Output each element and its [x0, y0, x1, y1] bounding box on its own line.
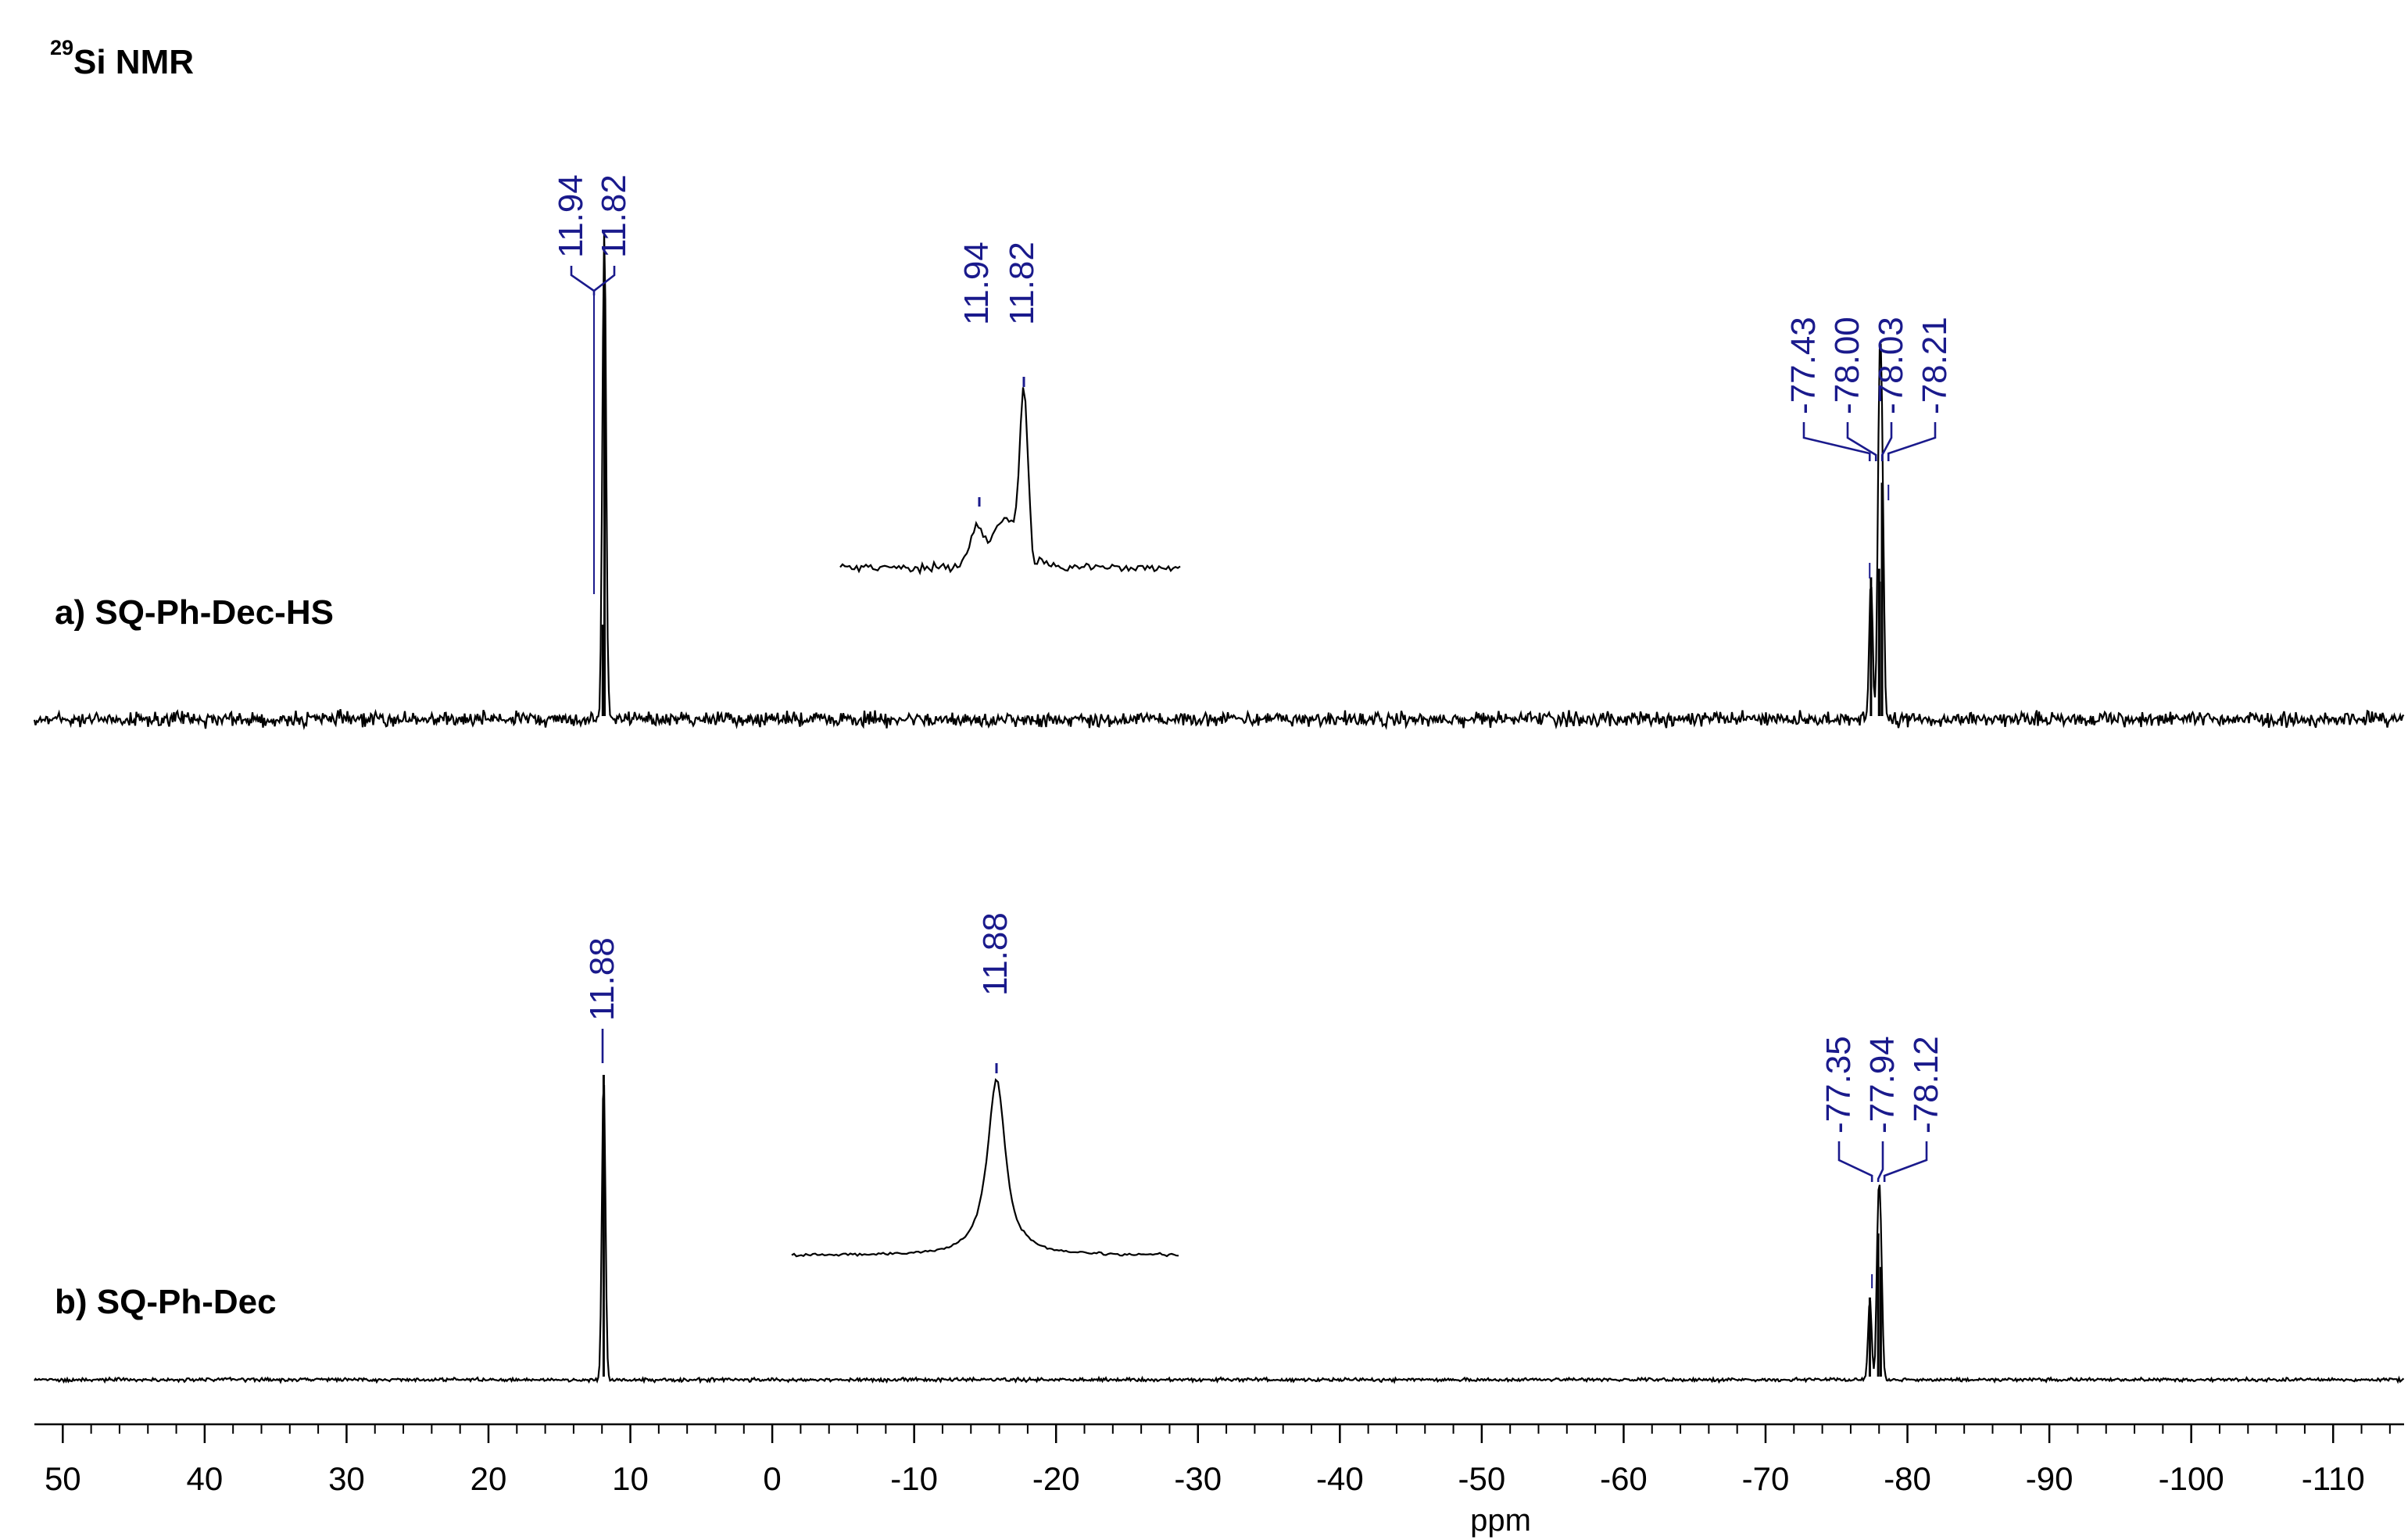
series-label-a: a) SQ-Ph-Dec-HS	[55, 593, 334, 632]
x-tick-label: 30	[328, 1460, 365, 1497]
label-leader	[570, 266, 596, 295]
x-tick-label: -30	[1174, 1460, 1222, 1497]
x-tick-label: -20	[1032, 1460, 1080, 1497]
label-leader	[1887, 422, 1937, 461]
peak-label: 11.88	[976, 912, 1014, 996]
peak-label: 11.82	[595, 174, 633, 258]
label-leader	[1883, 1141, 1928, 1182]
x-axis-label: ppm	[1470, 1503, 1531, 1538]
x-tick-label: 0	[763, 1460, 781, 1497]
peak-label: -78.21	[1916, 317, 1954, 414]
label-leader	[1837, 1141, 1873, 1182]
spectrum-b-trace	[34, 1084, 2405, 1384]
peak-label: 11.82	[1003, 242, 1041, 325]
x-tick-label: -60	[1600, 1460, 1648, 1497]
x-tick-label: -50	[1458, 1460, 1506, 1497]
x-tick-label: -110	[2302, 1460, 2365, 1497]
peak-label: -77.35	[1819, 1036, 1858, 1134]
peak-label: 11.94	[552, 174, 590, 258]
peak-label: -78.12	[1907, 1036, 1945, 1134]
spectrum-b	[34, 1075, 2405, 1384]
inset-b	[791, 1063, 1179, 1258]
label-leader	[1877, 1141, 1884, 1182]
inset-a	[839, 377, 1181, 575]
peak-label: -77.43	[1784, 317, 1823, 414]
x-tick-label: 10	[612, 1460, 649, 1497]
inset-trace	[791, 1078, 1179, 1258]
x-tick-label: -40	[1316, 1460, 1364, 1497]
peak-label: 11.88	[583, 937, 621, 1021]
x-tick-label: 20	[471, 1460, 507, 1497]
chart-title: 29 Si NMR	[50, 36, 194, 81]
x-tick-label: -100	[2159, 1460, 2224, 1497]
x-tick-label: 50	[45, 1460, 81, 1497]
label-leader	[1880, 422, 1893, 461]
peak-label: -77.94	[1863, 1036, 1902, 1134]
chart-title-superscript: 29	[50, 36, 73, 59]
x-axis: 50 40 30 20 10 0 -10 -20 -30 -40 -50 -60 -70 -80 -90 -1…	[34, 1423, 2404, 1497]
x-tick-label: -10	[890, 1460, 938, 1497]
peak-labels-b: 11.88 11.88 -77.35 -77.94 -78.12	[583, 912, 1945, 1288]
peak-label: -78.00	[1828, 317, 1866, 414]
label-leader	[1846, 422, 1877, 461]
x-tick-label: -80	[1884, 1460, 1931, 1497]
x-tick-label: -70	[1742, 1460, 1790, 1497]
x-tick-label: 40	[187, 1460, 224, 1497]
inset-trace	[839, 387, 1181, 575]
series-label-b: b) SQ-Ph-Dec	[55, 1283, 277, 1321]
x-tick-label: -90	[2026, 1460, 2073, 1497]
spectrum-a	[33, 231, 2405, 731]
label-leader	[1802, 422, 1871, 461]
spectrum-a-trace	[33, 231, 2405, 731]
peak-label: 11.94	[957, 242, 996, 325]
label-leader	[593, 266, 616, 292]
chart-title-text: Si NMR	[73, 43, 194, 81]
peak-label: -78.03	[1872, 317, 1910, 414]
